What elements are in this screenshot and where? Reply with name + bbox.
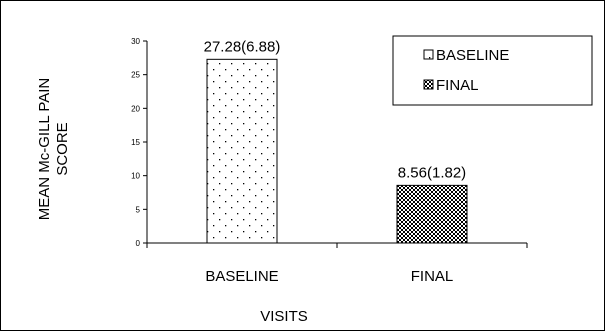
y-axis-title-line-1: MEAN Mc-GILL PAIN	[36, 78, 53, 221]
x-axis-title: VISITS	[260, 308, 308, 325]
category-labels-group: BASELINE FINAL	[205, 268, 453, 285]
y-axis-title-line-2: SCORE	[54, 122, 71, 175]
x-axis-ticks	[146, 243, 528, 248]
y-tick-label: 20	[131, 104, 140, 113]
category-label-final: FINAL	[411, 268, 454, 285]
legend-swatch-baseline	[423, 49, 434, 60]
y-tick-label: 25	[131, 71, 140, 80]
legend-label-baseline: BASELINE	[436, 47, 509, 64]
y-axis-ticks: 0 5 10 15 20 25 30	[131, 37, 147, 248]
data-label-baseline: 27.28(6.88)	[204, 38, 281, 55]
y-tick-label: 10	[131, 172, 140, 181]
y-axis-title: MEAN Mc-GILL PAIN SCORE	[36, 78, 71, 221]
y-tick-label: 15	[131, 138, 140, 147]
bars-group	[206, 58, 468, 244]
legend-label-final: FINAL	[436, 77, 479, 94]
y-tick-label: 5	[136, 205, 141, 214]
bar-final	[396, 184, 468, 244]
category-label-baseline: BASELINE	[205, 268, 278, 285]
legend-box	[392, 35, 593, 106]
legend-swatch-final	[423, 79, 434, 90]
data-label-final: 8.56(1.82)	[398, 164, 466, 181]
y-tick-label: 30	[131, 37, 140, 46]
legend: BASELINE FINAL	[392, 35, 593, 106]
bar-baseline	[206, 58, 278, 244]
y-tick-label: 0	[136, 239, 141, 248]
data-labels-group: 27.28(6.88) 8.56(1.82)	[204, 38, 467, 181]
